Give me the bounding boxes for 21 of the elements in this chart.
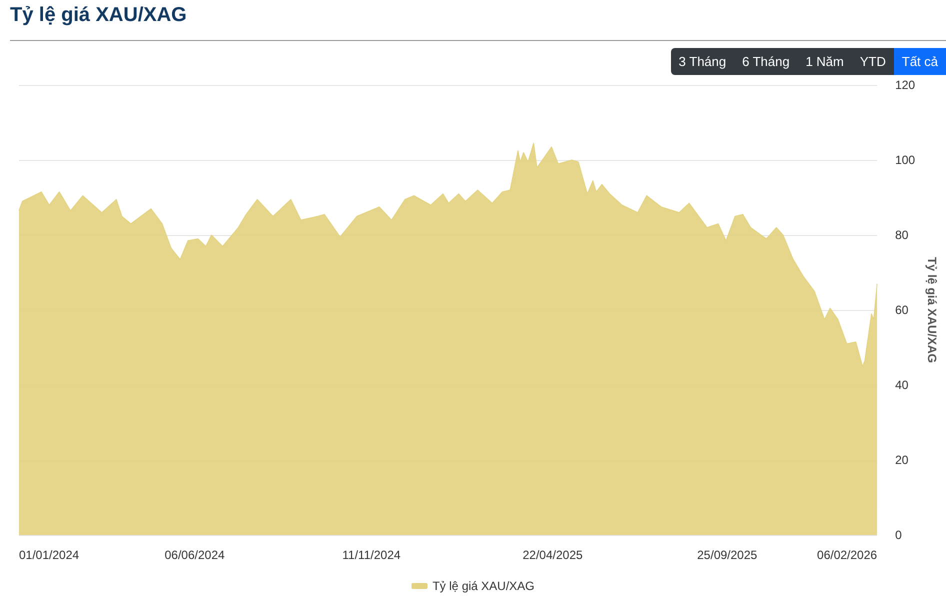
text: 6 Tháng: [734, 48, 798, 75]
text: 1 Năm: [798, 48, 852, 75]
y-tick-label: 40: [895, 378, 909, 392]
x-tick-label: 01/01/2024: [19, 548, 80, 562]
text: Tất cả: [894, 48, 946, 75]
y-tick-label: 80: [895, 228, 909, 242]
x-tick-label: 11/11/2024: [342, 548, 401, 562]
y-axis-title: Tỷ lệ giá XAU/XAG: [925, 256, 939, 364]
y-tick-label: 20: [895, 453, 909, 467]
x-tick-label: 25/09/2025: [697, 548, 758, 562]
x-tick-label: 06/02/2026: [817, 548, 878, 562]
chart-title: Tỷ lệ giá XAU/XAG: [10, 4, 187, 27]
y-tick-label: 60: [895, 303, 909, 317]
text: YTD: [852, 48, 894, 75]
y-tick-label: 120: [895, 78, 916, 92]
text: 3 Tháng: [670, 48, 734, 75]
x-tick-label: 22/04/2025: [522, 548, 583, 562]
y-tick-label: 100: [895, 153, 916, 167]
y-tick-label: 0: [895, 528, 902, 542]
x-tick-label: 06/06/2024: [164, 548, 225, 562]
legend-label: Tỷ lệ giá XAU/XAG: [432, 579, 535, 593]
